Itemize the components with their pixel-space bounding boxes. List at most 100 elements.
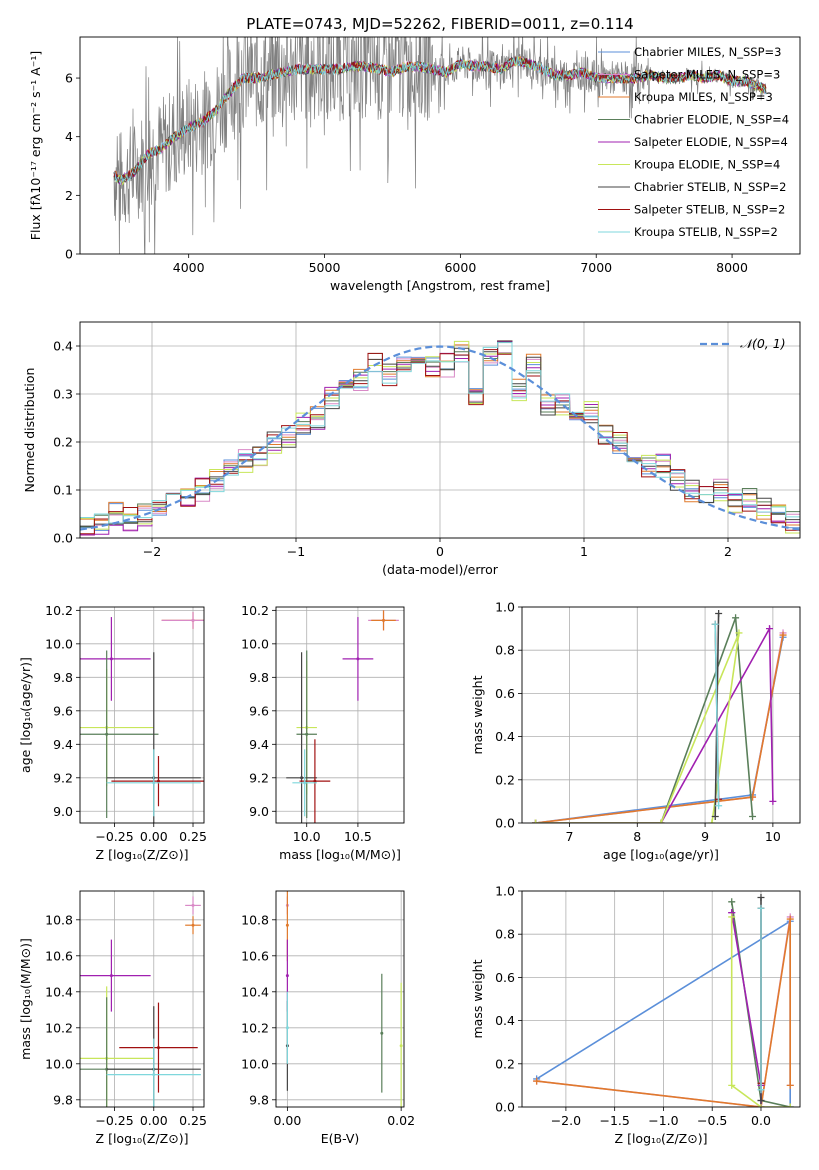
y-tick-label: 0.4: [53, 339, 73, 354]
plot-area: [80, 612, 204, 823]
weight-line: [535, 617, 754, 823]
weight-marker: [657, 819, 665, 823]
weight-marker: [715, 609, 723, 617]
data-point: [285, 923, 289, 927]
plot-area: [285, 891, 403, 1107]
mass-vs-z-panel: −0.25 0.00 0.25 9.8 10.0 10.2 10.4 10.6 10.8 Z [l…: [18, 890, 207, 1146]
age-vs-mass-panel: 10.0 10.5 9.0 9.2 9.4 9.6 9.8 10.0 10.2 mass [log…: [241, 603, 405, 862]
weight-marker: [786, 915, 794, 923]
weight-vs-age-panel: 7 8 9 10 0.0 0.2 0.4 0.6 0.8 1.0 age [log₁₀(age/yr…: [470, 600, 801, 862]
figure-title: PLATE=0743, MJD=52262, FIBERID=0011, z=0…: [246, 15, 633, 33]
axes-frame: [79, 890, 205, 1108]
data-point: [380, 1031, 384, 1035]
y-axis-label: mass weight: [470, 959, 485, 1038]
y-axis-label: mass weight: [470, 675, 485, 754]
y-tick-label: 0.0: [495, 816, 515, 831]
data-point: [382, 618, 386, 622]
data-point: [356, 657, 360, 661]
y-tick-label: 10.4: [45, 984, 73, 999]
y-tick-label: 0.8: [495, 927, 515, 942]
weight-marker: [711, 620, 719, 628]
y-tick-label: 10.6: [241, 948, 269, 963]
y-tick-label: 9.0: [53, 804, 73, 819]
x-tick-label: 0.0: [751, 1113, 771, 1128]
y-tick-label: 9.6: [249, 703, 269, 718]
data-point: [303, 781, 307, 785]
y-tick-label: 0.2: [53, 435, 73, 450]
data-point: [156, 779, 160, 783]
x-axis-label: age [log₁₀(age/yr)]: [603, 847, 719, 862]
x-tick-label: 0.25: [179, 829, 207, 844]
x-tick-label: 6000: [444, 260, 476, 275]
data-point: [305, 732, 309, 736]
weight-marker: [532, 819, 540, 823]
y-tick-label: 0.2: [495, 1056, 515, 1071]
data-point: [191, 903, 195, 907]
x-tick-label: −1.5: [599, 1113, 629, 1128]
y-tick-label: 1.0: [495, 600, 515, 615]
weight-line: [535, 625, 774, 823]
x-tick-label: 0.02: [387, 1113, 415, 1128]
y-tick-label: 10.0: [241, 636, 269, 651]
x-tick-label: 2: [724, 544, 732, 559]
x-tick-label: 0.00: [140, 829, 168, 844]
legend-label: 𝒩(0, 1): [740, 336, 786, 351]
x-tick-label: −2: [143, 544, 161, 559]
data-point: [156, 1046, 160, 1050]
plot-area: [533, 893, 794, 1107]
data-point: [399, 1044, 403, 1048]
y-tick-label: 0.0: [53, 531, 73, 546]
y-tick-label: 6: [65, 71, 73, 86]
plot-area: [532, 609, 787, 823]
y-tick-label: 10.8: [45, 912, 73, 927]
y-tick-label: 0.8: [495, 643, 515, 658]
y-tick-label: 0.4: [495, 1013, 515, 1028]
y-tick-label: 10.2: [45, 603, 73, 618]
weight-marker: [757, 904, 765, 912]
observed-spectrum: [113, 37, 767, 254]
x-axis-label: E(B-V): [321, 1131, 360, 1146]
x-tick-label: 8000: [716, 260, 748, 275]
spectrum-legend: Chabrier MILES, N_SSP=3 Salpeter MILES, N…: [598, 45, 789, 239]
weight-marker: [786, 1081, 794, 1089]
y-tick-label: 1.0: [495, 884, 515, 899]
x-tick-label: 1: [580, 544, 588, 559]
model-spectrum-line: [113, 55, 767, 185]
axes-frame: [275, 606, 405, 824]
x-tick-label: 10.5: [344, 829, 372, 844]
y-tick-label: 9.8: [249, 1092, 269, 1107]
axes-frame: [79, 321, 801, 539]
weight-marker: [728, 1081, 736, 1089]
legend-label: Chabrier STELIB, N_SSP=2: [634, 180, 786, 194]
age-vs-z-panel: −0.25 0.00 0.25 9.0 9.2 9.4 9.6 9.8 10.0 10.2 Z [l…: [18, 603, 207, 862]
legend-label: Kroupa ELODIE, N_SSP=4: [634, 158, 780, 172]
y-tick-label: 9.6: [53, 703, 73, 718]
y-axis-label: Normed distribution: [22, 368, 37, 493]
x-axis-label: mass [log₁₀(M/M⊙)]: [279, 847, 401, 862]
x-tick-label: −0.5: [697, 1113, 727, 1128]
x-tick-label: 4000: [173, 260, 205, 275]
x-axis-label: Z [log₁₀(Z/Z⊙)]: [96, 847, 189, 862]
y-tick-label: 0: [65, 247, 73, 262]
data-point: [152, 781, 156, 785]
x-tick-label: −1.0: [648, 1113, 678, 1128]
weight-marker: [732, 614, 740, 622]
y-tick-label: 4: [65, 129, 73, 144]
legend-label: Salpeter ELODIE, N_SSP=4: [634, 135, 788, 149]
y-tick-label: 10.0: [45, 1056, 73, 1071]
x-axis-label: wavelength [Angstrom, rest frame]: [330, 278, 550, 293]
x-tick-label: 0.00: [273, 1113, 301, 1128]
weight-marker: [728, 898, 736, 906]
data-point: [109, 974, 113, 978]
mass-vs-ebv-panel: 0.00 0.02 9.8 10.0 10.2 10.4 10.6 10.8 E(B-V): [241, 890, 415, 1146]
axes-frame: [79, 606, 205, 824]
plot-area: [80, 340, 800, 538]
y-axis-label: Flux [fλ10⁻¹⁷ erg cm⁻² s⁻¹ A⁻¹]: [28, 51, 43, 240]
y-tick-label: 10.2: [241, 603, 269, 618]
x-tick-label: 10.0: [293, 829, 321, 844]
legend-label: Salpeter STELIB, N_SSP=2: [634, 203, 785, 217]
axes-frame: [275, 890, 405, 1108]
histogram-step: [80, 342, 800, 538]
y-tick-label: 10.0: [45, 636, 73, 651]
